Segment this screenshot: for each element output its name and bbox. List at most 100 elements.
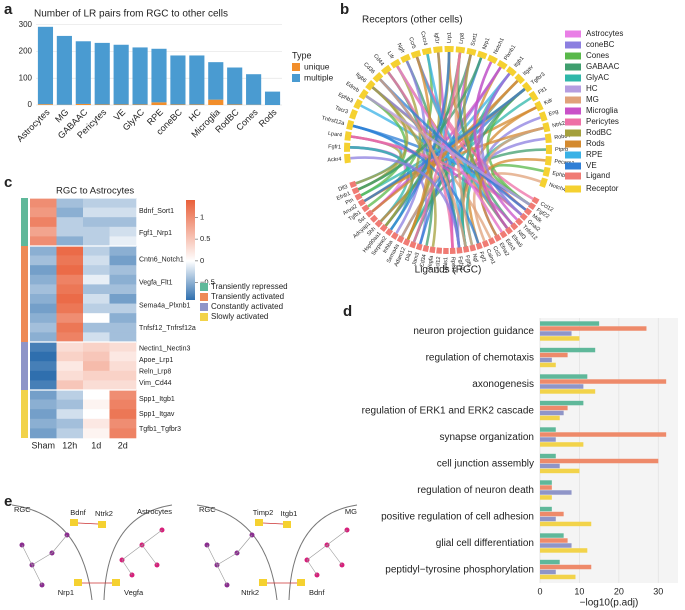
ring-segment [353, 98, 363, 110]
gene-label: Cxcr4 [419, 31, 428, 46]
gene-label: Tacr3 [334, 105, 349, 115]
category-label: neuron projection guidance [413, 326, 534, 337]
chord [350, 156, 461, 248]
ring-segment [544, 156, 552, 166]
panel-label: b [340, 1, 349, 18]
gene-label: Ccr5 [407, 37, 416, 50]
gene-label: Fgfr1 [328, 144, 341, 150]
heat-cell [109, 284, 137, 295]
legend-label: coneBC [586, 40, 615, 49]
legend-label: GABAAC [586, 62, 620, 71]
bar [540, 458, 659, 464]
receptor-node [297, 579, 305, 586]
gene-label: Ptprb [555, 147, 568, 153]
gene-label: Cd34 [419, 254, 428, 268]
gene-label: Igf1r [433, 32, 440, 44]
gene-label: Kdr [543, 97, 553, 106]
bar [540, 564, 592, 570]
ring-segment [519, 212, 528, 221]
bar [540, 574, 576, 580]
heat-cell [83, 361, 110, 372]
heat-cell [83, 303, 110, 314]
y-tick-label: 200 [19, 47, 33, 56]
gene-label: Plxnb1 [503, 44, 517, 61]
heat-cell [30, 284, 57, 295]
heat-cell [56, 351, 84, 362]
heat-cell [83, 274, 110, 285]
ring-segment [542, 122, 551, 133]
y-tick-label: 100 [19, 73, 33, 82]
ring-segment [421, 47, 432, 56]
pathway-diagram: RGC Bdnf Ntrk2 Astrocytes Nrp1 Vegfa [11, 504, 172, 601]
ring-segment [358, 89, 369, 100]
gene-label: Calm1 [485, 248, 496, 265]
ring-segment [514, 73, 525, 85]
heat-cell [30, 322, 57, 333]
legend-label: unique [304, 61, 330, 71]
bar [37, 26, 54, 105]
gene-pair-label: Spp1_Itgb1 [139, 396, 175, 403]
ring-segment [385, 228, 394, 237]
ring-segment [515, 217, 524, 226]
legend-swatch [565, 172, 581, 180]
chord [379, 78, 467, 247]
gene-pair-label: Tgfb1_Tgfbr3 [139, 426, 181, 433]
category-label: regulation of ERK1 and ERK2 cascade [362, 405, 535, 416]
heat-cell [56, 370, 84, 381]
ring-segment [466, 47, 477, 56]
heat-cell [83, 236, 110, 247]
edge [206, 529, 348, 586]
heat-cell [109, 217, 137, 228]
ring-segment [402, 238, 411, 247]
heat-cell [109, 303, 137, 314]
heat-cell [83, 217, 110, 228]
heat-cell [30, 226, 57, 237]
ring-segment [475, 242, 483, 250]
colorbar-label: 0 [200, 256, 204, 265]
ring-segment [476, 50, 488, 60]
bar [37, 104, 54, 105]
heat-cell [56, 399, 84, 410]
ring-segment [365, 209, 374, 218]
bar [540, 357, 552, 363]
gene-pair-label: Vim_Cd44 [139, 380, 172, 387]
heat-cell [30, 370, 57, 381]
chart-title: Number of LR pairs from RGC to other cel… [34, 9, 228, 20]
ring-segment [374, 219, 383, 228]
heat-cell [109, 265, 137, 276]
legend-label: MG [586, 95, 599, 104]
x-tick-label: Rods [257, 107, 279, 129]
legend-swatch [565, 52, 581, 60]
legend-label: Astrocytes [586, 29, 623, 38]
x-tick-label: GlyAC [121, 107, 147, 133]
gene-label: Fgf1 [478, 251, 487, 263]
legend-label: Receptor [586, 184, 619, 193]
heat-cell [56, 294, 84, 304]
legend-label: Cones [586, 51, 609, 60]
heat-cell [56, 313, 84, 324]
heat-cell [109, 198, 137, 208]
colorbar [186, 200, 195, 300]
panel-label: d [343, 303, 352, 320]
ring-segment [409, 240, 417, 249]
heat-cell [83, 322, 110, 333]
legend-label: multiple [304, 72, 334, 82]
ring-segment [493, 234, 502, 242]
heat-cell [109, 246, 137, 256]
ring-segment [481, 239, 490, 248]
legend-label: Ligand [586, 171, 610, 180]
ring-segment [400, 53, 411, 63]
legend-swatch [200, 303, 208, 311]
bar [540, 432, 667, 437]
gene-label: Jam3 [411, 252, 421, 267]
heat-cell [56, 409, 84, 420]
ring-segment [487, 54, 498, 64]
bar [540, 384, 584, 389]
bar [540, 442, 584, 447]
receptor-node [98, 521, 106, 528]
heat-cell [30, 428, 57, 439]
ring-segment [469, 244, 477, 252]
heat-cell [56, 361, 84, 372]
bar [540, 347, 596, 353]
legend-label: Rods [586, 139, 605, 148]
